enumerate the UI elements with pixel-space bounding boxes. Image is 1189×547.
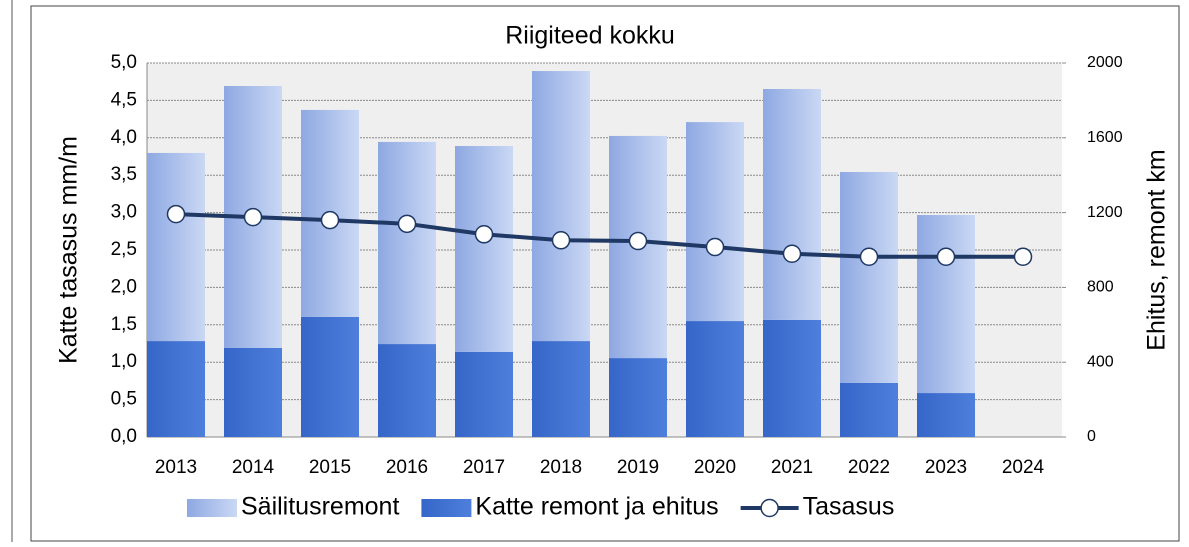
line-marker	[628, 231, 648, 251]
line-marker	[474, 225, 494, 244]
y-tick-label: 0,0	[111, 426, 137, 447]
bar	[917, 215, 975, 394]
y-tick-label: 1,0	[111, 351, 137, 372]
bar	[147, 152, 205, 342]
line	[175, 212, 1023, 259]
y-tick-label: 1,5	[111, 314, 137, 335]
bar	[532, 341, 590, 437]
bar	[609, 358, 667, 437]
y-tick-label: 3,0	[111, 202, 137, 223]
bar	[378, 344, 436, 437]
line-marker	[936, 247, 956, 266]
y2-tick-label: 800	[1087, 279, 1114, 296]
bar	[301, 316, 359, 437]
bar	[840, 172, 898, 383]
line-marker	[166, 204, 186, 224]
x-tick-label: 2015	[309, 457, 351, 478]
bar	[840, 382, 898, 437]
bar	[686, 122, 744, 322]
bar	[147, 341, 205, 437]
line-marker	[782, 244, 802, 263]
y-tick-label: 2,0	[111, 276, 137, 297]
y-tick-label: 4,0	[111, 127, 137, 148]
bar	[763, 88, 821, 320]
legend-marker	[760, 498, 779, 518]
line-marker	[859, 247, 879, 266]
legend-label: Säilitusremont	[241, 493, 399, 521]
x-tick-label: 2017	[463, 457, 505, 478]
bar	[455, 351, 513, 437]
line-marker	[243, 207, 263, 227]
bar	[532, 71, 590, 342]
y2-tick-label: 0	[1087, 428, 1096, 445]
bar	[917, 393, 975, 437]
y2-tick-label: 400	[1087, 353, 1114, 370]
y2-tick-label: 2000	[1087, 54, 1123, 71]
bar	[763, 319, 821, 437]
y-axis-title: Katte tasasus mm/m	[55, 136, 83, 364]
line-marker	[551, 231, 571, 250]
y-tick-label: 0,5	[111, 389, 137, 410]
legend-swatch	[187, 499, 237, 517]
x-tick-label: 2024	[1002, 457, 1045, 478]
x-tick-label: 2021	[771, 457, 813, 478]
y-tick-label: 4,5	[111, 89, 137, 110]
line-marker	[320, 210, 340, 230]
bar	[455, 146, 513, 352]
line-marker	[705, 237, 725, 257]
bar	[378, 141, 436, 345]
y-tick-label: 2,5	[111, 239, 137, 260]
y2-tick-label: 1200	[1087, 204, 1123, 221]
x-tick-label: 2014	[232, 457, 275, 478]
y2-tick-label: 1600	[1087, 129, 1123, 146]
x-tick-label: 2020	[694, 457, 736, 478]
line-marker	[397, 214, 417, 234]
y-tick-label: 3,5	[111, 164, 137, 185]
x-tick-label: 2022	[848, 457, 890, 478]
bar	[224, 347, 282, 437]
line-marker	[1013, 247, 1033, 266]
x-tick-label: 2018	[540, 457, 582, 478]
chart-title: Riigiteed kokku	[505, 22, 675, 50]
legend-label: Katte remont ja ehitus	[475, 493, 718, 521]
x-tick-label: 2013	[155, 457, 197, 478]
y-tick-label: 5,0	[111, 52, 137, 73]
bar	[686, 321, 744, 437]
x-tick-label: 2016	[386, 457, 428, 478]
legend-label: Tasasus	[803, 493, 895, 521]
x-tick-label: 2019	[617, 457, 659, 478]
x-tick-label: 2023	[925, 457, 967, 478]
y2-axis-title: Ehitus, remont km	[1143, 149, 1171, 350]
legend-swatch	[421, 499, 472, 517]
